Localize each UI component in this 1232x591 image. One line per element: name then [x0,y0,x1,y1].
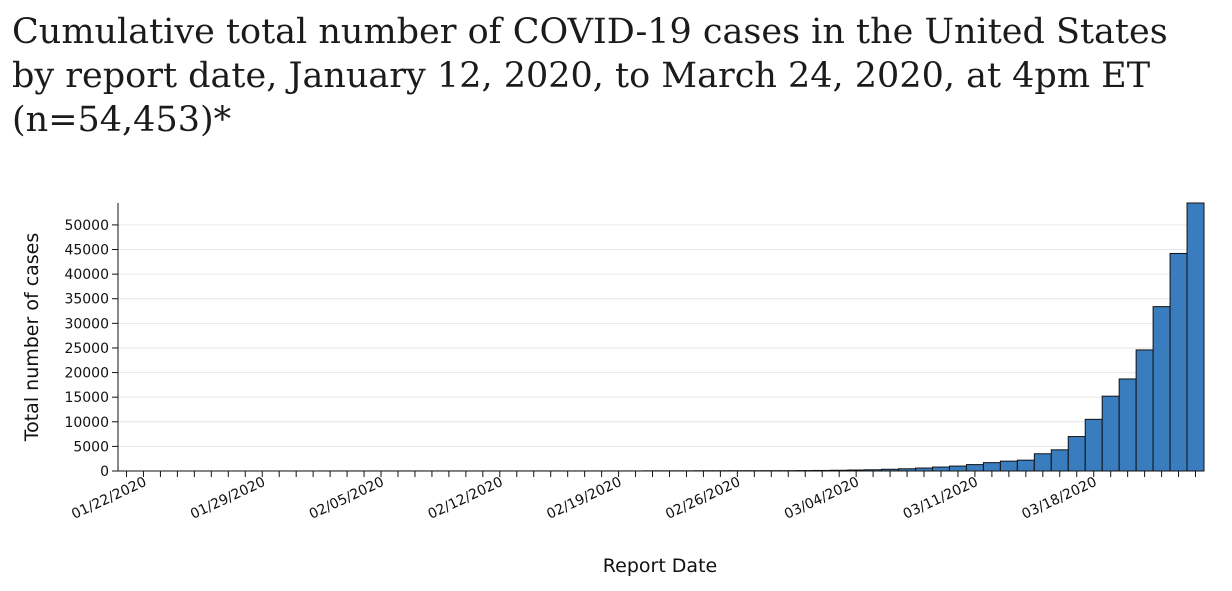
x-tick-label: 03/18/2020 [1019,474,1099,523]
bar-03-17-2020 [1067,436,1086,472]
y-tick-label: 25000 [64,341,109,357]
bar-03-10-2020 [948,465,967,472]
x-tick-label: 02/05/2020 [307,474,387,523]
bar-03-13-2020 [999,460,1018,472]
bar-03-21-2020 [1135,349,1154,472]
y-tick-label: 10000 [64,415,109,431]
x-tick-label: 03/11/2020 [901,474,981,523]
axes: 0 5000 10000 15000 20000 25000 30000 35000 40000… [64,203,1204,523]
y-tick-label: 35000 [64,292,109,308]
bar-03-14-2020 [1016,459,1035,472]
x-tick-label: 01/29/2020 [188,474,268,523]
gridlines [118,224,1204,447]
bar-03-19-2020 [1101,395,1120,472]
bar-03-15-2020 [1033,453,1052,472]
bar-03-11-2020 [965,464,984,472]
y-tick-label: 0 [100,464,109,480]
bar-03-22-2020 [1152,306,1171,472]
x-tick-label: 01/22/2020 [69,474,149,523]
bar-03-24-2020 [1186,202,1205,472]
y-tick-label: 40000 [64,267,109,283]
y-tick-label: 50000 [64,218,109,234]
x-tick-label: 02/12/2020 [426,474,506,523]
x-tick-label: 02/19/2020 [544,474,624,523]
y-tick-label: 5000 [73,439,109,455]
x-tick-label: 03/04/2020 [782,474,862,523]
y-axis-title: Total number of cases [21,233,43,443]
bar-03-20-2020 [1118,378,1137,472]
x-tick-label: 02/26/2020 [663,474,743,523]
bar-03-16-2020 [1050,449,1069,472]
x-axis-title: Report Date [603,555,717,577]
y-tick-label: 20000 [64,366,109,382]
bar-03-09-2020 [932,466,950,472]
y-tick-label: 15000 [64,390,109,406]
y-tick-label: 45000 [64,243,109,259]
bar-03-18-2020 [1084,418,1103,472]
bar-03-12-2020 [982,462,1001,472]
y-tick-label: 30000 [64,316,109,332]
bars [117,202,1205,472]
chart-title: Cumulative total number of COVID-19 case… [12,12,1168,140]
bar-03-23-2020 [1169,252,1188,472]
